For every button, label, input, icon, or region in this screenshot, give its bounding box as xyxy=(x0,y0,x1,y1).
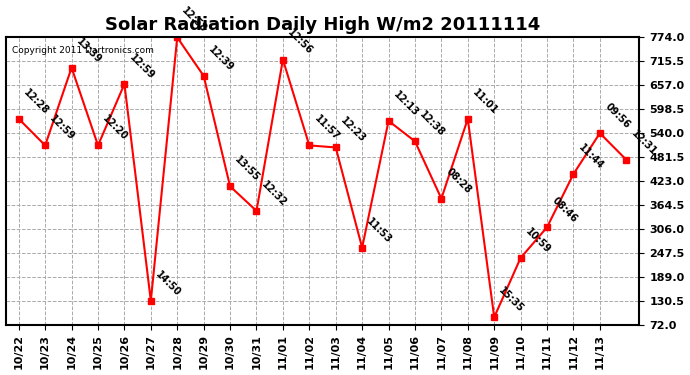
Text: 11:44: 11:44 xyxy=(576,142,605,171)
Text: 12:23: 12:23 xyxy=(339,116,368,145)
Text: 12:28: 12:28 xyxy=(21,87,50,116)
Text: 10:59: 10:59 xyxy=(524,226,553,255)
Text: 11:01: 11:01 xyxy=(471,87,500,116)
Text: 12:31: 12:31 xyxy=(629,128,658,157)
Text: 12:13: 12:13 xyxy=(391,89,420,118)
Text: 12:38: 12:38 xyxy=(417,110,447,138)
Text: 11:57: 11:57 xyxy=(312,114,341,142)
Text: 09:56: 09:56 xyxy=(602,101,631,130)
Text: 08:28: 08:28 xyxy=(444,166,473,196)
Text: 13:55: 13:55 xyxy=(233,154,262,183)
Text: 12:20: 12:20 xyxy=(101,114,130,142)
Text: 12:59: 12:59 xyxy=(127,52,156,81)
Text: Copyright 2011 Dartronics.com: Copyright 2011 Dartronics.com xyxy=(12,46,154,55)
Text: 11:53: 11:53 xyxy=(365,216,394,245)
Text: 13:39: 13:39 xyxy=(75,36,104,65)
Text: 08:46: 08:46 xyxy=(550,195,579,225)
Text: 12:59: 12:59 xyxy=(48,114,77,142)
Text: 15:35: 15:35 xyxy=(497,285,526,315)
Text: 12:58: 12:58 xyxy=(180,6,209,34)
Text: 12:32: 12:32 xyxy=(259,179,288,208)
Text: 12:39: 12:39 xyxy=(206,44,235,73)
Title: Solar Radiation Daily High W/m2 20111114: Solar Radiation Daily High W/m2 20111114 xyxy=(105,16,540,34)
Text: 12:56: 12:56 xyxy=(286,28,315,57)
Text: 14:50: 14:50 xyxy=(154,269,183,298)
